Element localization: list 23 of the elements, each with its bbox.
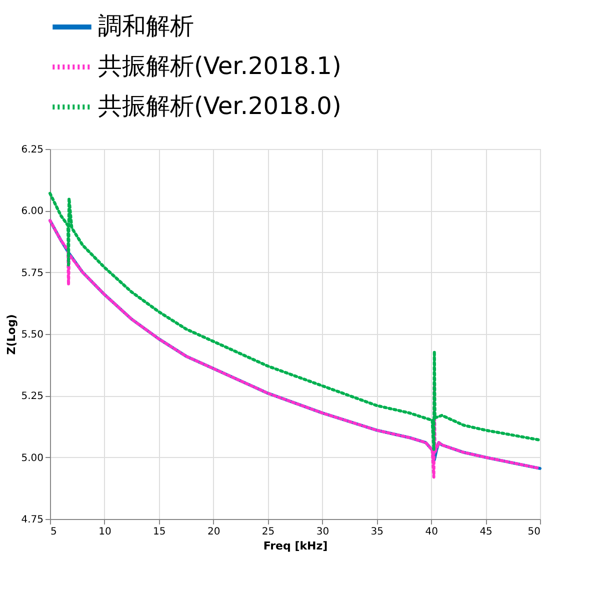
x-tick-label: 30 [316,526,330,538]
x-tick-label: 45 [480,526,492,538]
x-tick-label: 15 [153,526,166,538]
x-tick-label: 50 [528,526,540,538]
y-tick-label: 5.25 [21,391,44,402]
y-tick-label: 5.75 [21,268,44,279]
legend-label: 共振解析(Ver.2018.1) [98,52,342,80]
x-tick-label: 40 [425,526,438,538]
legend-label: 調和解析 [98,12,194,40]
y-tick-label: 5.00 [21,452,44,464]
legend-label: 共振解析(Ver.2018.0) [98,92,342,120]
y-tick-label: 6.00 [21,206,44,218]
x-tick-label: 25 [262,526,275,538]
y-tick-label: 5.50 [21,330,44,340]
x-tick-label: 20 [207,526,220,538]
x-tick-label: 5 [50,526,57,538]
x-tick-label: 35 [370,526,384,538]
y-axis-title: Z(Log) [5,314,18,355]
x-axis-title: Freq [kHz] [263,540,328,552]
y-tick-label: 6.25 [21,144,44,156]
y-tick-label: 4.75 [21,514,44,526]
x-tick-label: 10 [98,526,112,538]
line-series [48,192,542,452]
